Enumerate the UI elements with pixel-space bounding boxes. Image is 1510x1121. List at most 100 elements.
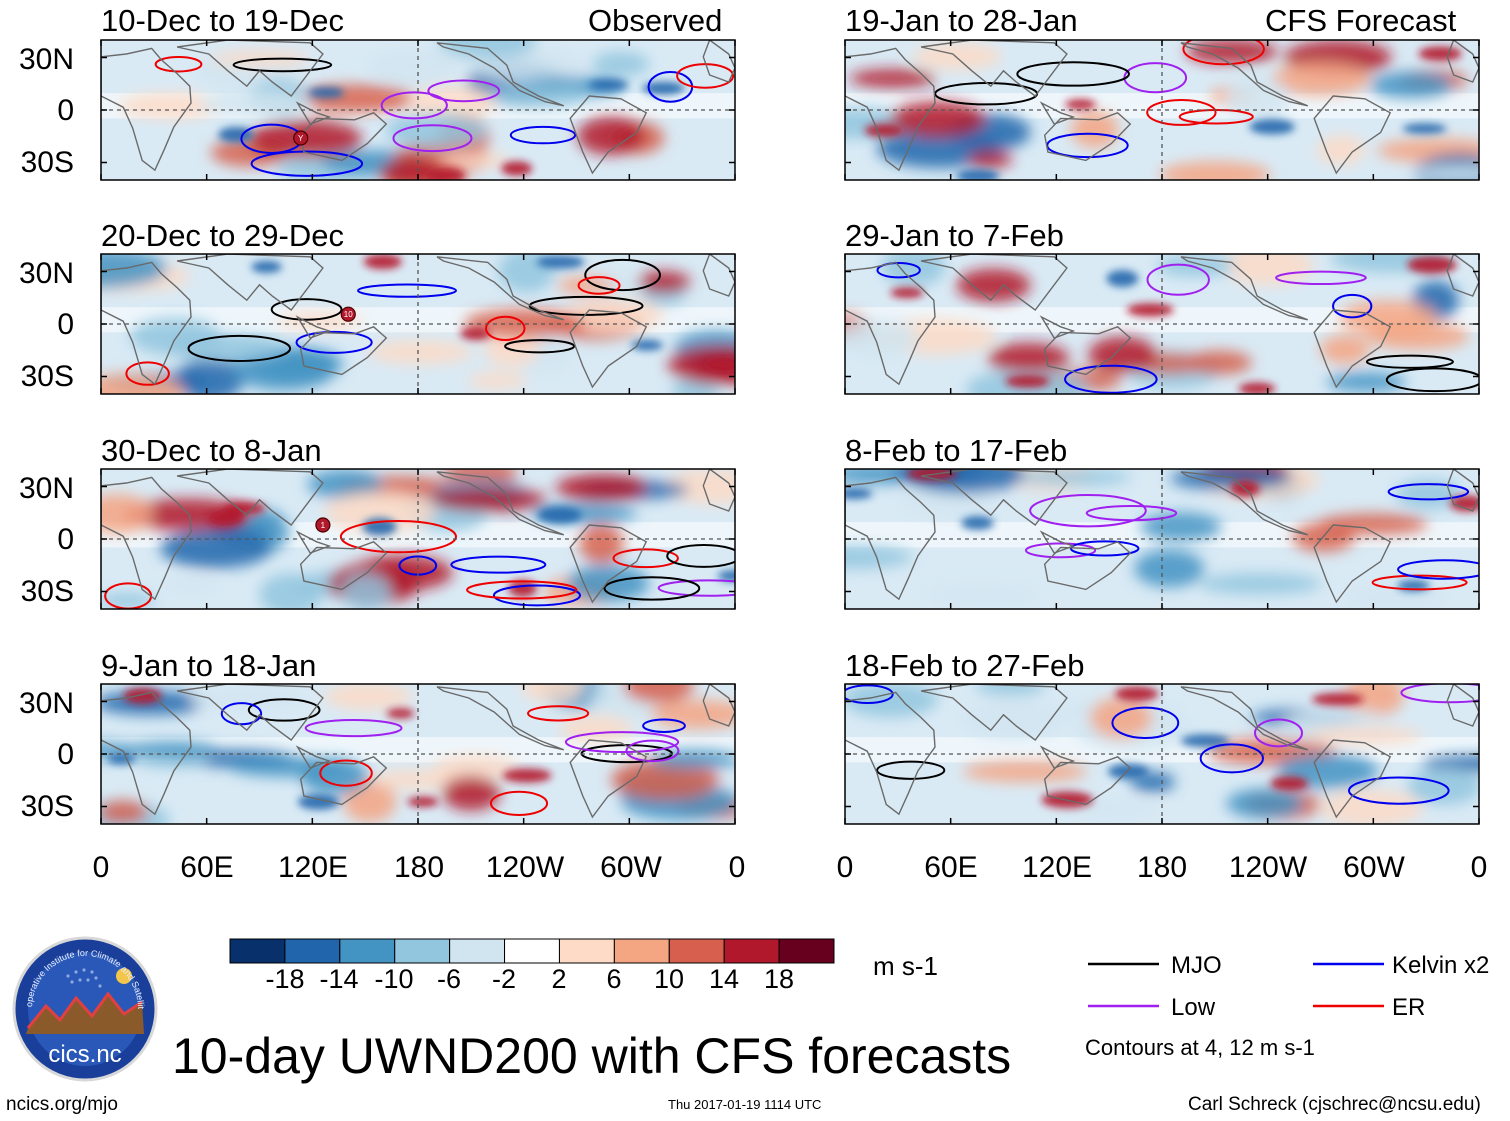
wave-contour [876,261,921,279]
continent-outline [569,524,648,604]
panel-field-3 [101,684,735,824]
wave-contour [492,584,582,607]
continent-outline [176,254,324,311]
anomaly-core [845,488,873,500]
wave-contour [625,739,680,763]
anomaly-blob [849,69,936,88]
anomaly-core [1005,375,1050,388]
anomaly-blob [293,84,417,113]
wave-contour [357,283,457,298]
colorbar-label-1: -14 [319,964,359,994]
website-link[interactable]: ncics.org/mjo [6,1094,118,1115]
anomaly-blob [1140,512,1222,541]
ytick-30s-3: 30S [20,790,74,823]
anomaly-blob [960,700,1066,740]
panel-field-5 [845,254,1479,394]
wave-contour [1085,505,1178,522]
colorbar-cell [504,938,560,964]
anomaly-blob [579,523,624,564]
wave-contours [876,261,1479,394]
wave-contour [666,544,735,568]
anomaly-blob [845,684,939,718]
wave-contour [270,298,343,321]
anomaly-blob [1306,726,1424,745]
anomaly-blob [367,49,460,85]
wave-contour [232,57,333,73]
panel-field-6 [845,469,1479,609]
continent-outline [1446,40,1479,83]
anomaly-field [101,469,735,609]
ytick-30n-1: 30N [18,257,74,290]
map-panel-0 [100,39,736,181]
anomaly-blob [636,271,691,294]
continent-outline [299,755,388,806]
anomaly-blob [441,775,501,811]
anomaly-blob [1319,789,1424,824]
anomaly-core [536,255,585,269]
legend-label-kelvin: Kelvin x2 [1392,952,1490,979]
anomaly-core [1418,46,1462,61]
anomaly-core [1065,99,1096,110]
wave-contour [504,339,576,354]
anomaly-blob [433,754,519,780]
anomaly-field [845,469,1462,609]
wave-contour [1400,684,1479,704]
wave-contour [1365,354,1454,369]
colorbar-label-6: 6 [606,964,622,994]
legend-label-mjo: MJO [1171,952,1222,979]
continent-outline [436,471,565,536]
continent-outline [101,691,192,816]
anomaly-blob [975,684,1046,696]
wave-contour [295,330,373,354]
wave-contour [339,519,457,554]
anomaly-core [251,260,282,273]
anomaly-blob [430,487,548,512]
storm-marker-2: 1 [315,517,331,533]
colorbar-label-8: 14 [708,964,740,994]
continent-outline [569,309,648,389]
anomaly-blob [307,469,383,499]
anomaly-core [501,161,533,176]
panel-ticks [100,254,736,394]
ytick-eq-2: 0 [57,523,74,556]
anomaly-blob [1326,372,1407,392]
anomaly-blob [962,760,1088,783]
anomaly-blob [1395,479,1462,510]
colorbar-label-7: 10 [653,964,685,994]
continent-outline [1313,309,1392,389]
continent-outline [702,254,735,297]
logo-text: cics.nc [48,1041,121,1068]
legend-label-low: Low [1171,994,1216,1021]
wave-contour [380,91,448,120]
continent-outline [569,739,648,819]
map-panel-1 [100,253,736,395]
colorbar-label-0: -18 [265,964,305,994]
anomaly-blob [1223,254,1314,286]
anomaly-core [1407,256,1457,274]
anomaly-blob [610,759,719,801]
continent-outline [845,261,936,386]
wave-contour [220,702,263,726]
anomaly-core [460,327,491,340]
colorbar-label-2: -10 [374,964,414,994]
timestamp: Thu 2017-01-19 1114 UTC [668,1097,822,1112]
colorbar-label-4: -2 [491,964,516,994]
anomaly-core [1402,123,1447,134]
continent-outline [1043,111,1132,162]
ytick-eq-3: 0 [57,738,74,771]
wave-contour [1199,743,1264,774]
xtick-l-3: 180 [393,851,445,884]
continent-outline [101,261,192,386]
anomaly-blob [441,152,511,169]
wave-contours [1024,483,1479,591]
anomaly-blob [1134,549,1205,588]
colorbar-cell [558,938,615,964]
anomaly-blob [373,769,464,791]
panel-field-7 [845,684,1479,824]
wave-contour [125,361,170,386]
anomaly-core [588,79,628,91]
wave-contour [1275,270,1367,286]
anomaly-core [890,287,924,299]
wave-contour [187,334,292,362]
anomaly-blob [467,372,528,390]
